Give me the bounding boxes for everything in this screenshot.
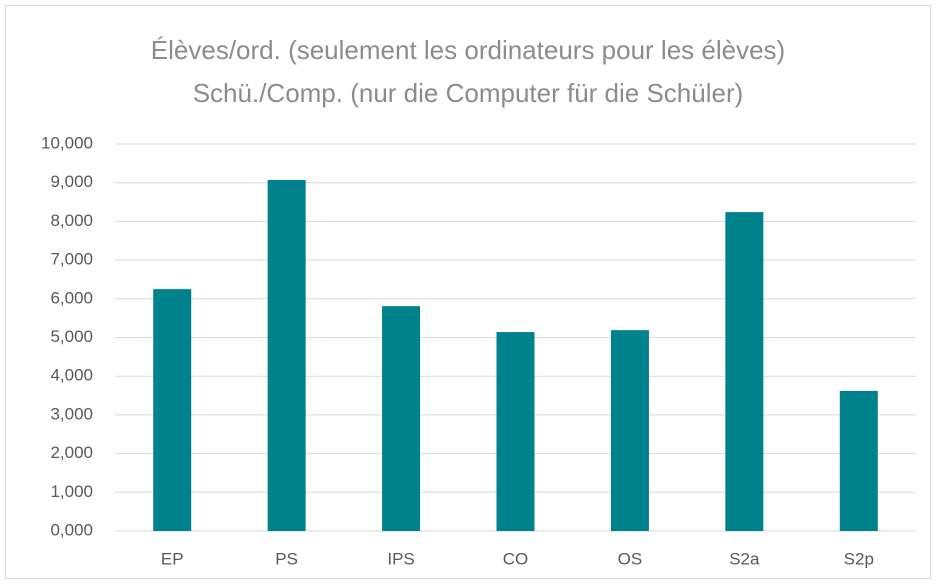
x-tick-label: EP — [161, 549, 184, 568]
y-tick-label: 9,000 — [50, 172, 93, 191]
y-tick-label: 8,000 — [50, 211, 93, 230]
x-tick-label: OS — [618, 549, 643, 568]
y-tick-label: 10,000 — [41, 133, 93, 152]
y-tick-label: 3,000 — [50, 404, 93, 423]
y-tick-label: 6,000 — [50, 288, 93, 307]
y-tick-label: 2,000 — [50, 443, 93, 462]
bar — [496, 332, 535, 531]
y-tick-label: 7,000 — [50, 250, 93, 269]
y-tick-label: 1,000 — [50, 482, 93, 501]
y-tick-label: 4,000 — [50, 366, 93, 385]
bar — [153, 289, 192, 531]
bar — [382, 306, 421, 531]
x-tick-label: IPS — [387, 549, 414, 568]
x-tick-label: S2p — [844, 549, 874, 568]
chart-title: Schü./Comp. (nur die Computer für die Sc… — [193, 78, 744, 108]
x-tick-label: S2a — [729, 549, 760, 568]
bar — [267, 179, 306, 531]
y-tick-label: 0,000 — [50, 520, 93, 539]
bar — [725, 212, 764, 531]
x-tick-label: CO — [503, 549, 529, 568]
bar — [839, 390, 878, 531]
y-tick-label: 5,000 — [50, 327, 93, 346]
chart-title: Élèves/ord. (seulement les ordinateurs p… — [151, 35, 785, 65]
x-tick-label: PS — [275, 549, 298, 568]
bar — [610, 330, 649, 531]
